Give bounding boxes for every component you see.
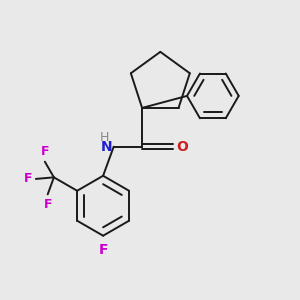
Text: F: F bbox=[24, 172, 32, 185]
Text: O: O bbox=[177, 140, 189, 154]
Text: F: F bbox=[98, 244, 108, 257]
Text: H: H bbox=[100, 131, 109, 144]
Text: N: N bbox=[101, 140, 113, 154]
Text: F: F bbox=[40, 145, 49, 158]
Text: F: F bbox=[44, 198, 52, 211]
